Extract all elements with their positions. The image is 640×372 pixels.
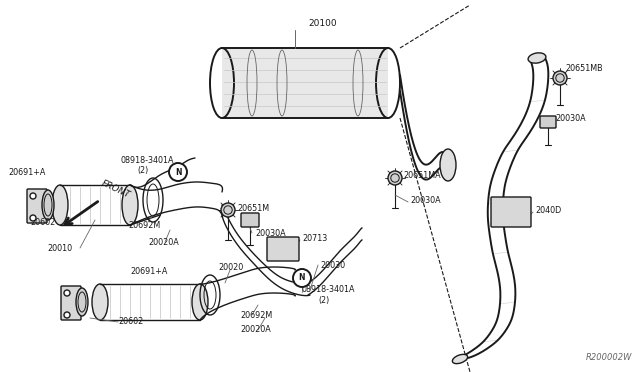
- Text: 20030A: 20030A: [410, 196, 440, 205]
- Text: 08918-3401A: 08918-3401A: [302, 285, 355, 295]
- Text: 20651M: 20651M: [237, 203, 269, 212]
- FancyBboxPatch shape: [61, 286, 81, 320]
- Text: (2): (2): [318, 295, 329, 305]
- Text: (2): (2): [137, 166, 148, 174]
- Text: N: N: [299, 273, 305, 282]
- Text: 20713: 20713: [302, 234, 327, 243]
- Text: 20020A: 20020A: [240, 326, 271, 334]
- Circle shape: [221, 203, 235, 217]
- FancyBboxPatch shape: [540, 116, 556, 128]
- Text: 20030: 20030: [320, 260, 345, 269]
- Ellipse shape: [42, 190, 54, 220]
- Ellipse shape: [452, 355, 468, 364]
- Text: 20651MA: 20651MA: [403, 170, 440, 180]
- FancyBboxPatch shape: [27, 189, 47, 223]
- Text: FRONT: FRONT: [100, 179, 132, 200]
- Ellipse shape: [92, 284, 108, 320]
- Text: 20020: 20020: [218, 263, 243, 273]
- Circle shape: [169, 163, 187, 181]
- Text: 20692M: 20692M: [240, 311, 272, 320]
- Text: 08918-3401A: 08918-3401A: [120, 155, 173, 164]
- Text: 20651MB: 20651MB: [565, 64, 603, 73]
- Text: 20100: 20100: [308, 19, 337, 28]
- FancyBboxPatch shape: [267, 237, 299, 261]
- Ellipse shape: [528, 53, 546, 63]
- Text: 20691+A: 20691+A: [8, 167, 45, 176]
- Circle shape: [293, 269, 311, 287]
- Ellipse shape: [52, 185, 68, 225]
- Text: R200002W: R200002W: [586, 353, 632, 362]
- Circle shape: [553, 71, 567, 85]
- Text: 2040D: 2040D: [535, 205, 561, 215]
- Text: N: N: [175, 167, 181, 176]
- Circle shape: [388, 171, 402, 185]
- Ellipse shape: [122, 185, 138, 225]
- Circle shape: [30, 193, 36, 199]
- FancyBboxPatch shape: [222, 48, 388, 118]
- Circle shape: [64, 312, 70, 318]
- Text: 20602: 20602: [118, 317, 143, 327]
- Text: 20602: 20602: [30, 218, 55, 227]
- Text: 20030A: 20030A: [255, 228, 285, 237]
- Ellipse shape: [192, 284, 208, 320]
- Circle shape: [30, 215, 36, 221]
- Text: 20020A: 20020A: [148, 237, 179, 247]
- Text: 20691+A: 20691+A: [130, 267, 168, 276]
- Ellipse shape: [440, 149, 456, 181]
- FancyBboxPatch shape: [491, 197, 531, 227]
- Text: 20692M: 20692M: [128, 221, 160, 230]
- FancyBboxPatch shape: [241, 213, 259, 227]
- Ellipse shape: [76, 288, 88, 316]
- Text: 20030A: 20030A: [555, 113, 586, 122]
- Text: 20010: 20010: [47, 244, 72, 253]
- Circle shape: [64, 290, 70, 296]
